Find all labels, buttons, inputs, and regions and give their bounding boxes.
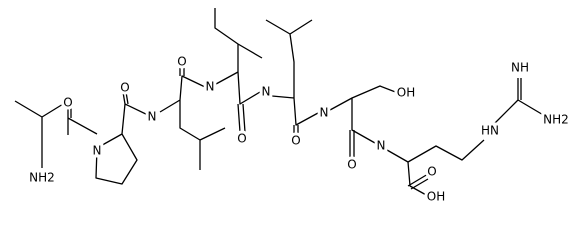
atom-label: O	[291, 134, 300, 148]
atom-label: O	[63, 96, 72, 110]
atom-label: O	[427, 165, 436, 179]
atom-label: N	[377, 139, 386, 153]
atom-label: O	[120, 81, 129, 95]
bonds	[14, 8, 546, 197]
atom-label: N	[148, 110, 157, 124]
atom-label: N	[206, 80, 215, 94]
molecule-diagram: NH2 O N O N O N O N O N OH O N O OH HN N…	[14, 8, 572, 207]
atom-label: NH2	[543, 113, 569, 127]
atom-label: OH	[427, 190, 445, 204]
atom-label: N	[320, 106, 329, 120]
atom-label: O	[237, 132, 246, 146]
atom-label: O	[177, 55, 186, 69]
atom-label: NH2	[29, 171, 55, 185]
atom-label: N	[93, 144, 102, 158]
atom-label: OH	[397, 86, 415, 100]
atom-labels: NH2 O N O N O N O N O N OH O N O OH HN N…	[26, 52, 572, 207]
atom-label: HN	[481, 124, 499, 138]
atom-label: N	[262, 85, 271, 99]
atom-label: NH	[511, 61, 529, 75]
atom-label: O	[347, 158, 356, 172]
